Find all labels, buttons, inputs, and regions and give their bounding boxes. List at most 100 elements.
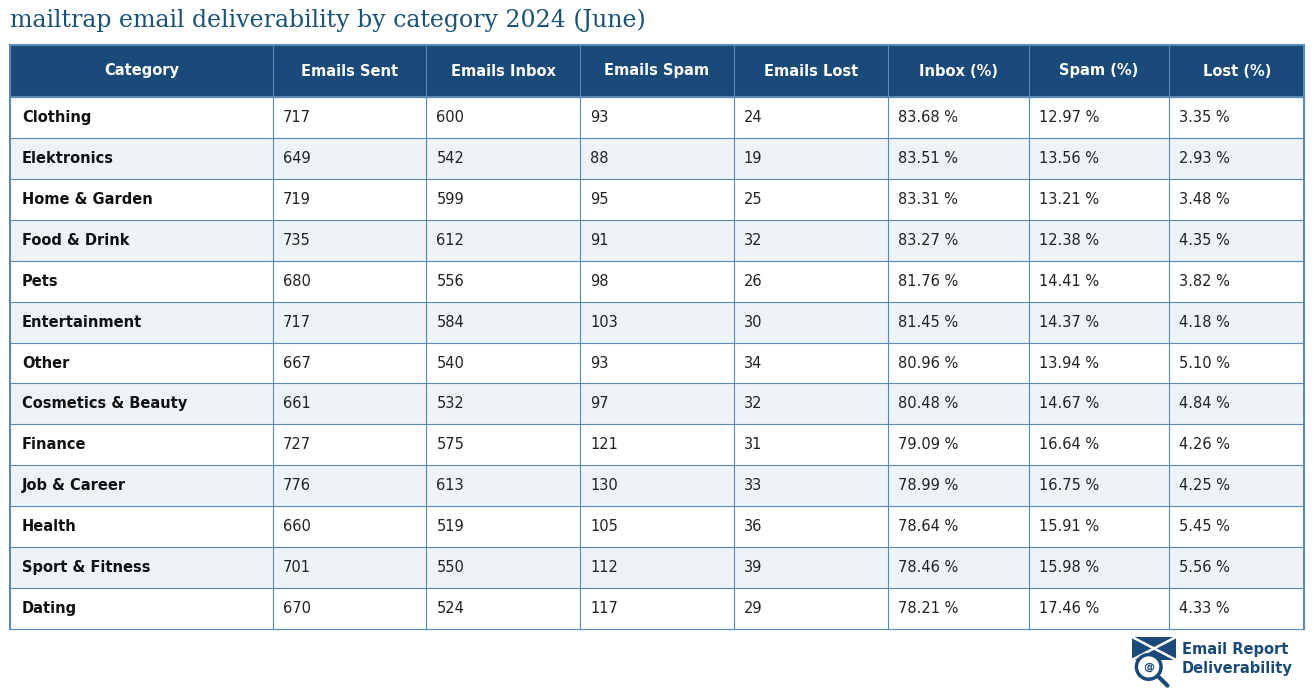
Text: 4.25 %: 4.25 % [1180, 478, 1230, 493]
Text: 83.31 %: 83.31 % [897, 192, 958, 207]
Text: 14.41 %: 14.41 % [1038, 274, 1099, 289]
Text: 95: 95 [590, 192, 608, 207]
Text: Inbox (%): Inbox (%) [918, 63, 997, 79]
Text: 15.98 %: 15.98 % [1038, 560, 1099, 575]
Text: 117: 117 [590, 601, 618, 616]
Text: 4.35 %: 4.35 % [1180, 233, 1230, 248]
Text: 14.37 %: 14.37 % [1038, 315, 1099, 329]
Text: 121: 121 [590, 438, 618, 453]
Text: 30: 30 [744, 315, 762, 329]
Text: 599: 599 [436, 192, 464, 207]
Text: 105: 105 [590, 520, 618, 534]
FancyBboxPatch shape [11, 384, 1303, 424]
Text: Email Report: Email Report [1183, 642, 1288, 657]
Text: 542: 542 [436, 151, 464, 166]
Text: 4.84 %: 4.84 % [1180, 396, 1230, 411]
Text: 32: 32 [744, 396, 762, 411]
Text: 519: 519 [436, 520, 464, 534]
Text: 31: 31 [744, 438, 762, 453]
Text: Entertainment: Entertainment [22, 315, 142, 329]
Text: 103: 103 [590, 315, 618, 329]
FancyBboxPatch shape [11, 220, 1303, 260]
Text: 649: 649 [283, 151, 310, 166]
Text: 532: 532 [436, 396, 464, 411]
Text: 613: 613 [436, 478, 464, 493]
Text: 130: 130 [590, 478, 618, 493]
Text: 550: 550 [436, 560, 464, 575]
Text: 13.56 %: 13.56 % [1038, 151, 1099, 166]
Text: 83.68 %: 83.68 % [897, 110, 958, 125]
FancyBboxPatch shape [11, 179, 1303, 220]
Text: 81.76 %: 81.76 % [897, 274, 958, 289]
Text: 701: 701 [283, 560, 310, 575]
Text: Emails Spam: Emails Spam [604, 63, 710, 79]
Text: 15.91 %: 15.91 % [1038, 520, 1099, 534]
Text: 14.67 %: 14.67 % [1038, 396, 1099, 411]
Text: Sport & Fitness: Sport & Fitness [22, 560, 151, 575]
Text: 719: 719 [283, 192, 310, 207]
Text: 81.45 %: 81.45 % [897, 315, 958, 329]
Text: 667: 667 [283, 356, 310, 371]
Text: 91: 91 [590, 233, 608, 248]
FancyBboxPatch shape [11, 342, 1303, 384]
Text: 29: 29 [744, 601, 762, 616]
Text: 83.27 %: 83.27 % [897, 233, 958, 248]
Text: 3.48 %: 3.48 % [1180, 192, 1230, 207]
Text: mailtrap email deliverability by category 2024 (June): mailtrap email deliverability by categor… [11, 8, 645, 32]
Text: 93: 93 [590, 110, 608, 125]
Text: 13.94 %: 13.94 % [1038, 356, 1099, 371]
Text: Finance: Finance [22, 438, 87, 453]
Text: 16.64 %: 16.64 % [1038, 438, 1099, 453]
Text: 3.35 %: 3.35 % [1180, 110, 1230, 125]
Text: 5.10 %: 5.10 % [1180, 356, 1230, 371]
Text: 24: 24 [744, 110, 762, 125]
Text: Food & Drink: Food & Drink [22, 233, 130, 248]
Text: 36: 36 [744, 520, 762, 534]
Text: Pets: Pets [22, 274, 59, 289]
Text: 612: 612 [436, 233, 464, 248]
Text: 78.64 %: 78.64 % [897, 520, 958, 534]
FancyBboxPatch shape [11, 465, 1303, 506]
Text: 32: 32 [744, 233, 762, 248]
Text: 735: 735 [283, 233, 310, 248]
Text: 93: 93 [590, 356, 608, 371]
Text: 25: 25 [744, 192, 762, 207]
Text: Lost (%): Lost (%) [1202, 63, 1271, 79]
Text: 80.96 %: 80.96 % [897, 356, 958, 371]
Text: 78.21 %: 78.21 % [897, 601, 958, 616]
Text: 13.21 %: 13.21 % [1038, 192, 1099, 207]
FancyBboxPatch shape [11, 506, 1303, 547]
FancyBboxPatch shape [11, 45, 1303, 97]
Text: 4.18 %: 4.18 % [1180, 315, 1230, 329]
Text: @: @ [1143, 662, 1154, 672]
Text: 26: 26 [744, 274, 762, 289]
Text: 5.45 %: 5.45 % [1180, 520, 1230, 534]
Text: 34: 34 [744, 356, 762, 371]
FancyBboxPatch shape [11, 260, 1303, 302]
FancyBboxPatch shape [11, 97, 1303, 138]
Text: 83.51 %: 83.51 % [897, 151, 958, 166]
Text: 717: 717 [283, 110, 310, 125]
Text: 4.33 %: 4.33 % [1180, 601, 1230, 616]
Text: Job & Career: Job & Career [22, 478, 126, 493]
Circle shape [1137, 655, 1162, 679]
FancyBboxPatch shape [11, 547, 1303, 588]
Text: 98: 98 [590, 274, 608, 289]
Text: Other: Other [22, 356, 70, 371]
Text: 717: 717 [283, 315, 310, 329]
Text: 575: 575 [436, 438, 464, 453]
Text: 79.09 %: 79.09 % [897, 438, 958, 453]
Text: 776: 776 [283, 478, 310, 493]
Text: 524: 524 [436, 601, 464, 616]
FancyBboxPatch shape [11, 424, 1303, 465]
Text: 80.48 %: 80.48 % [897, 396, 958, 411]
Text: Home & Garden: Home & Garden [22, 192, 152, 207]
Text: 600: 600 [436, 110, 464, 125]
Text: Elektronics: Elektronics [22, 151, 114, 166]
Text: 670: 670 [283, 601, 310, 616]
Text: Emails Inbox: Emails Inbox [451, 63, 556, 79]
Text: Spam (%): Spam (%) [1059, 63, 1139, 79]
Text: 78.99 %: 78.99 % [897, 478, 958, 493]
Text: Category: Category [104, 63, 179, 79]
Text: 16.75 %: 16.75 % [1038, 478, 1099, 493]
